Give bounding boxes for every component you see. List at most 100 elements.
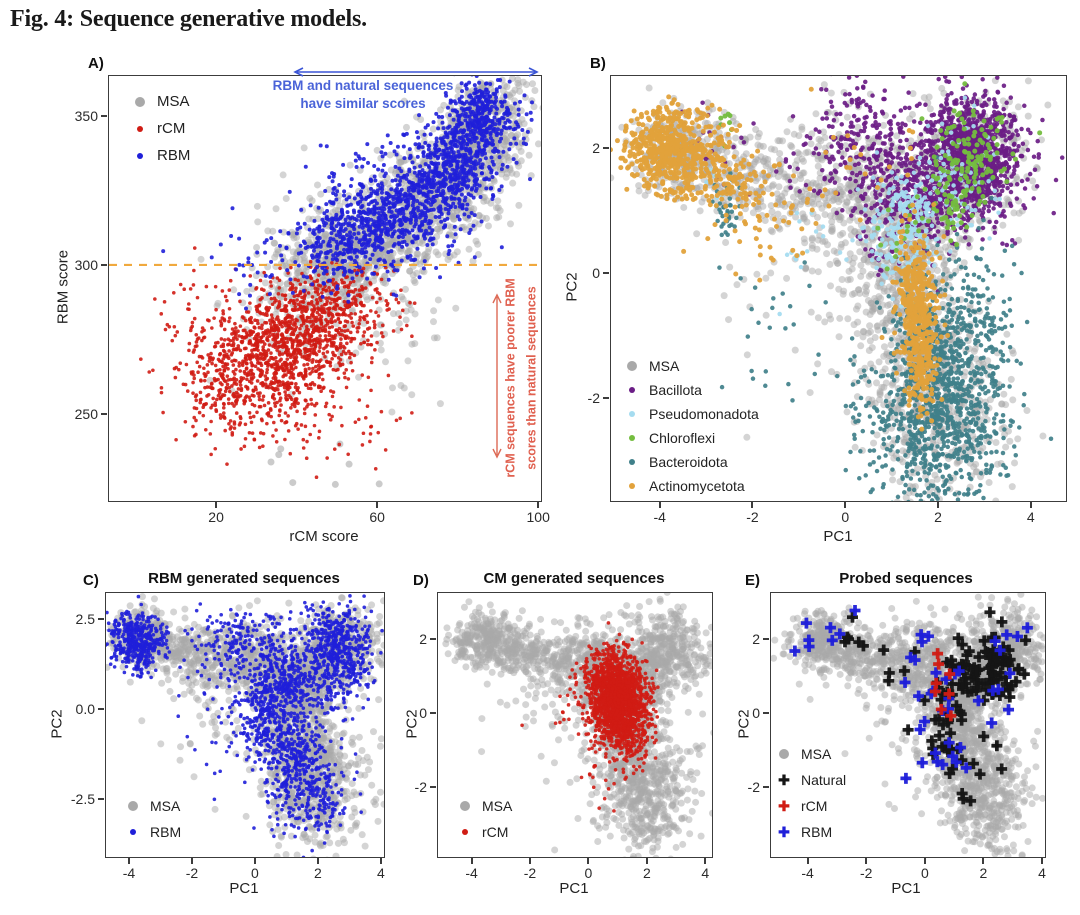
- x-tick-mark: [470, 858, 473, 864]
- dot-marker-icon: [623, 459, 641, 465]
- panel-d-ylabel: PC2: [403, 709, 421, 739]
- panel-d-plot-area: MSA rCM -4 -2 0 2 4 -2 0 2: [415, 592, 713, 881]
- x-tick-label: 2: [642, 865, 651, 881]
- x-tick-mark: [645, 858, 648, 864]
- legend-item: ✚ Natural: [775, 767, 846, 793]
- legend-item-label: MSA: [482, 798, 513, 814]
- figure-title: Fig. 4: Sequence generative models.: [10, 6, 367, 32]
- legend-item: MSA: [456, 793, 512, 819]
- x-tick-mark: [936, 502, 939, 508]
- panel-a-plot-area: MSA rCM RBM 20 60 100 250 300 350: [75, 75, 550, 525]
- x-tick-label: -2: [185, 865, 199, 881]
- x-tick-label: 4: [1026, 509, 1035, 525]
- x-tick-label: -2: [523, 865, 537, 881]
- panel-c-plot-area: MSA RBM -4 -2 0 2 4 -2.5 0.0 2.5: [71, 592, 385, 881]
- y-tick-label: 300: [74, 256, 98, 273]
- panel-d-scatter-canvas: [438, 593, 712, 857]
- legend-item-label: rCM: [801, 798, 828, 814]
- x-tick-label: -4: [122, 865, 136, 881]
- y-tick-label: -2: [747, 779, 760, 796]
- dot-marker-icon: [124, 801, 142, 811]
- dot-marker-icon: [456, 829, 474, 835]
- x-tick-label: 4: [701, 865, 710, 881]
- panel-a-xlabel: rCM score: [289, 528, 359, 545]
- panel-d-legend: MSA rCM: [456, 793, 512, 845]
- y-tick-label: 2: [419, 630, 427, 647]
- legend-item-label: MSA: [801, 746, 832, 762]
- plus-marker-icon: ✚: [778, 798, 790, 814]
- x-tick-label: 0: [251, 865, 259, 881]
- panel-a-label: A): [88, 55, 104, 72]
- x-tick-mark: [215, 502, 218, 508]
- y-tick-mark: [603, 396, 609, 399]
- y-tick-label: 2.5: [75, 610, 95, 627]
- dot-marker-icon: [623, 361, 641, 371]
- dot-marker-icon: [775, 749, 793, 759]
- x-tick-mark: [923, 858, 926, 864]
- x-tick-mark: [537, 502, 540, 508]
- y-tick-label: -2.5: [70, 791, 95, 807]
- panel-c-scatter-canvas: [106, 593, 384, 857]
- x-tick-label: -4: [653, 509, 666, 525]
- dot-marker-icon: [131, 125, 149, 132]
- legend-item-label: Actinomycetota: [649, 478, 745, 494]
- panel-a-ylabel: RBM score: [54, 249, 72, 325]
- y-tick-label: 2: [592, 139, 600, 156]
- y-tick-mark: [101, 114, 107, 117]
- x-tick-label: 4: [376, 865, 385, 881]
- legend-item: Actinomycetota: [623, 474, 759, 498]
- y-tick-label: 0.0: [75, 700, 95, 717]
- legend-item-label: RBM: [801, 824, 833, 840]
- legend-item: rCM: [131, 115, 190, 142]
- y-tick-label: 2: [752, 630, 760, 647]
- legend-item: MSA: [124, 793, 181, 819]
- legend-item: ✚ rCM: [775, 793, 846, 819]
- legend-item-label: RBM: [157, 147, 191, 164]
- x-tick-label: -2: [860, 865, 873, 881]
- legend-item-label: Natural: [801, 772, 847, 788]
- legend-item-label: Pseudomonadota: [649, 406, 759, 422]
- legend-item-label: RBM: [150, 824, 182, 840]
- x-tick-mark: [253, 858, 256, 864]
- legend-item: Chloroflexi: [623, 426, 759, 450]
- x-tick-label: -2: [746, 509, 759, 525]
- y-tick-mark: [430, 786, 436, 789]
- panel-d-label: D): [413, 572, 429, 589]
- y-tick-mark: [101, 263, 107, 266]
- x-tick-mark: [1029, 502, 1032, 508]
- y-tick-mark: [98, 707, 104, 710]
- x-tick-mark: [704, 858, 707, 864]
- red-double-arrow-icon: [492, 293, 502, 459]
- panel-b-plot-area: MSA Bacillota Pseudomonadota Chloroflexi Bac…: [588, 75, 1067, 525]
- dot-marker-icon: [623, 435, 641, 441]
- x-tick-mark: [376, 502, 379, 508]
- panel-e-title: Probed sequences: [839, 570, 973, 587]
- dot-marker-icon: [124, 829, 142, 835]
- y-tick-label: 250: [74, 405, 98, 422]
- panel-d-title: CM generated sequences: [483, 570, 665, 587]
- legend-item-label: MSA: [150, 798, 181, 814]
- x-tick-label: -4: [801, 865, 814, 881]
- y-tick-mark: [98, 798, 104, 800]
- y-tick-mark: [101, 412, 107, 415]
- x-tick-mark: [658, 502, 661, 508]
- x-tick-label: 0: [920, 865, 929, 881]
- y-tick-label: 0: [752, 704, 760, 721]
- legend-item-label: Bacteroidota: [649, 454, 728, 470]
- panel-c-ylabel: PC2: [48, 709, 66, 739]
- blue-double-arrow-icon: [293, 67, 539, 77]
- y-tick-mark: [763, 711, 769, 714]
- legend-item: MSA: [623, 354, 759, 378]
- legend-item-label: Chloroflexi: [649, 430, 716, 446]
- legend-item-label: Bacillota: [649, 382, 702, 398]
- x-tick-label: 2: [313, 865, 322, 881]
- panel-a-scatter-canvas: [109, 76, 541, 501]
- x-tick-label: -4: [465, 865, 478, 881]
- panel-d-xlabel: PC1: [559, 880, 589, 897]
- legend-item: RBM: [131, 142, 190, 169]
- dot-marker-icon: [623, 483, 641, 489]
- y-tick-label: 0: [592, 264, 600, 281]
- y-tick-mark: [763, 786, 769, 789]
- y-tick-mark: [430, 711, 436, 714]
